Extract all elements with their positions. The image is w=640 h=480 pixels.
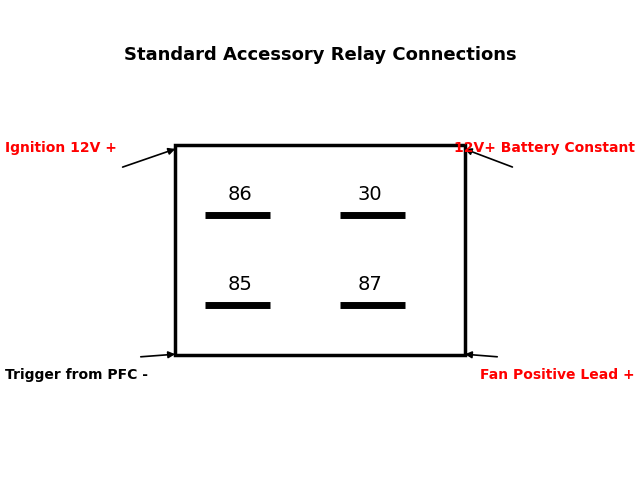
Bar: [175, 145, 465, 355]
Text: Trigger from PFC -: Trigger from PFC -: [5, 368, 148, 382]
Text: Fan Positive Lead +: Fan Positive Lead +: [481, 368, 635, 382]
Text: 86: 86: [228, 185, 252, 204]
Text: 85: 85: [228, 276, 252, 295]
Text: Standard Accessory Relay Connections: Standard Accessory Relay Connections: [124, 46, 516, 64]
Text: 12V+ Battery Constant: 12V+ Battery Constant: [454, 141, 635, 155]
Text: Ignition 12V +: Ignition 12V +: [5, 141, 117, 155]
Text: 30: 30: [358, 185, 382, 204]
Text: 87: 87: [358, 276, 382, 295]
